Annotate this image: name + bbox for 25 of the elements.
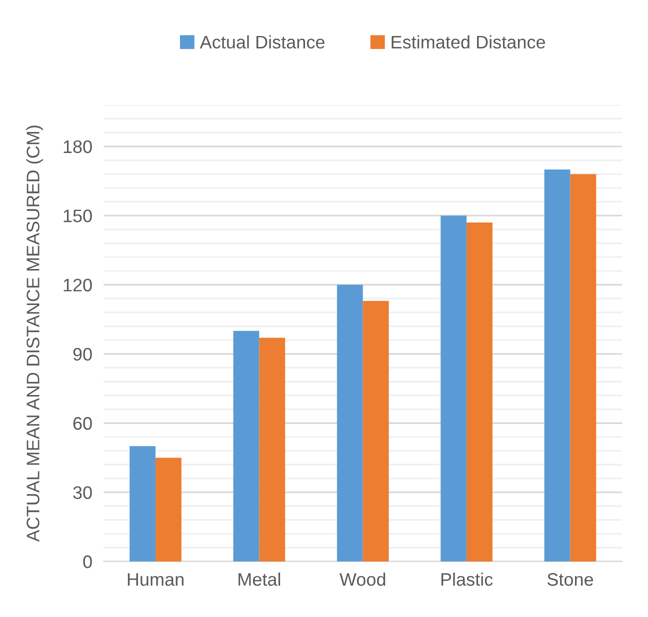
y-tick-label: 0 [83, 555, 92, 568]
bar [259, 338, 286, 562]
x-tick-label: Stone [547, 573, 594, 586]
bar [362, 300, 389, 562]
bar [440, 216, 467, 562]
y-tick-label: 30 [73, 486, 92, 500]
bar [466, 222, 492, 562]
bar [130, 446, 156, 562]
legend-label: Actual Distance [200, 35, 324, 49]
bar [570, 174, 596, 562]
x-tick-label: Plastic [441, 572, 493, 586]
y-tick-label: 120 [64, 278, 92, 292]
y-tick-label: 90 [73, 348, 92, 361]
y-tick-label: 150 [64, 210, 92, 222]
bar [156, 458, 182, 562]
x-tick-label: Metal [238, 572, 280, 586]
x-tick-label: Human [128, 573, 184, 586]
y-axis-title: ACTUAL MEAN AND DISTANCE MEASURED (CM) [26, 126, 43, 542]
bar [336, 284, 363, 562]
legend-label: Estimated Distance [392, 35, 546, 49]
y-tick-label: 180 [64, 140, 92, 154]
bar [233, 330, 260, 562]
x-tick-label: Wood [340, 572, 386, 586]
bar [544, 169, 570, 562]
y-tick-label: 60 [73, 417, 92, 430]
